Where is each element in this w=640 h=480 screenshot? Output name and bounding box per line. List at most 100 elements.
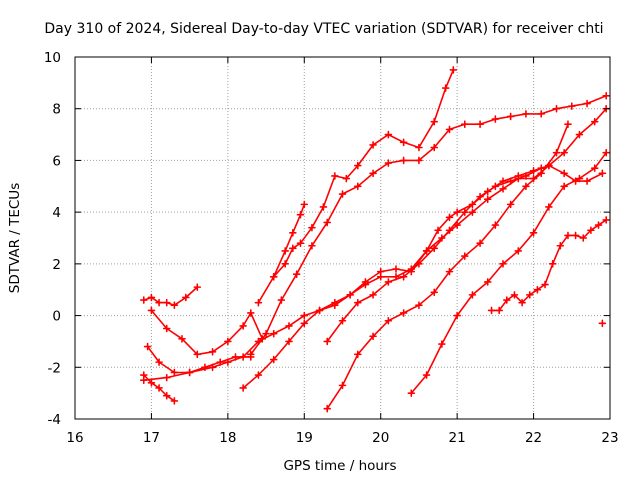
data-point (369, 169, 377, 178)
data-point (506, 177, 515, 185)
data-point (583, 99, 591, 108)
series-line (490, 219, 607, 312)
x-tick-label: 19 (296, 430, 313, 446)
data-point (445, 226, 454, 235)
data-point (300, 200, 309, 209)
series-s13 (487, 216, 610, 315)
data-point (281, 247, 289, 255)
x-tick-label: 17 (143, 430, 160, 446)
data-point (285, 322, 293, 330)
data-point (525, 291, 534, 299)
data-point (285, 337, 293, 346)
data-point (281, 260, 289, 268)
data-point (434, 226, 442, 235)
data-point (453, 208, 461, 216)
series-line (146, 345, 252, 374)
data-point (438, 340, 446, 348)
series-s10 (323, 164, 546, 346)
data-point (495, 306, 503, 315)
series-line (326, 167, 542, 343)
data-point (514, 247, 523, 255)
data-point (139, 376, 148, 385)
data-point (460, 120, 469, 129)
data-point (346, 291, 354, 299)
chart-title: Day 310 of 2024, Sidereal Day-to-day VTE… (44, 21, 603, 37)
data-point (552, 104, 561, 113)
data-point (289, 229, 297, 237)
data-point (300, 311, 309, 320)
data-point (155, 358, 163, 366)
data-point (422, 371, 431, 379)
series-line (150, 309, 264, 356)
data-point (224, 358, 232, 366)
series-s7 (246, 91, 610, 359)
data-point (430, 244, 439, 253)
data-point (453, 311, 461, 320)
data-point (162, 373, 171, 382)
x-axis-label: GPS time / hours (283, 458, 396, 474)
data-point (491, 115, 500, 123)
data-point (476, 239, 484, 247)
x-tick-label: 16 (66, 430, 83, 446)
data-point (598, 319, 607, 328)
data-point (522, 172, 530, 180)
data-point (338, 316, 347, 325)
data-point (556, 241, 565, 250)
data-point (384, 278, 393, 286)
data-point (399, 138, 408, 147)
data-point (430, 143, 439, 152)
data-point (331, 298, 339, 307)
data-point (139, 296, 148, 304)
data-point (476, 192, 484, 201)
data-point (342, 174, 351, 183)
data-point (269, 272, 278, 281)
data-point (415, 301, 423, 310)
data-point (399, 309, 408, 317)
series-s1 (139, 283, 202, 310)
data-point (155, 384, 163, 392)
data-point (315, 306, 324, 315)
data-point (564, 231, 572, 240)
data-point (415, 156, 423, 165)
data-point (162, 298, 171, 307)
series-s5 (139, 161, 607, 385)
data-point (579, 234, 588, 242)
data-point (552, 148, 561, 157)
data-point (483, 195, 492, 204)
series-line (410, 151, 607, 394)
data-point (415, 143, 423, 152)
y-tick-label: 0 (52, 309, 61, 325)
grid (75, 57, 610, 419)
data-point (308, 241, 316, 250)
data-point (522, 110, 530, 118)
data-point (407, 389, 416, 397)
y-tick-label: -4 (48, 412, 61, 428)
data-point (193, 283, 202, 291)
data-point (254, 298, 263, 307)
data-point (147, 379, 156, 387)
data-point (602, 216, 610, 224)
data-point (415, 260, 423, 268)
data-point (483, 278, 492, 286)
data-point (296, 239, 305, 247)
data-point (170, 368, 179, 377)
y-tick-labels: -4 -2 0 2 4 6 8 10 (44, 50, 61, 428)
data-point (353, 161, 362, 170)
data-point (491, 182, 500, 191)
data-point (353, 350, 362, 359)
data-point (246, 350, 255, 359)
data-point (529, 229, 538, 237)
data-point (147, 293, 156, 302)
data-point (246, 309, 255, 317)
x-tick-label: 18 (219, 430, 236, 446)
data-point (445, 125, 454, 134)
data-point (185, 368, 194, 377)
data-point (441, 84, 450, 92)
data-point (308, 223, 316, 232)
data-point (499, 260, 507, 268)
data-point (560, 148, 568, 157)
data-point (392, 265, 400, 273)
data-point (430, 117, 439, 126)
data-point (445, 213, 454, 222)
data-point (239, 384, 247, 392)
